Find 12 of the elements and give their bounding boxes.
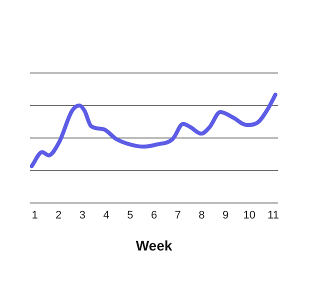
x-tick-label: 7 <box>174 210 181 222</box>
x-tick-label: 6 <box>150 210 158 222</box>
x-tick-label: 3 <box>79 210 86 222</box>
x-tick-label: 8 <box>198 210 205 222</box>
x-tick-label: 5 <box>127 210 134 222</box>
x-tick-label: 1 <box>32 210 38 222</box>
x-tick-label: 2 <box>56 210 62 222</box>
x-tick-label: 11 <box>268 210 279 222</box>
x-axis-title: Week <box>136 237 172 254</box>
x-tick-label: 10 <box>243 210 256 222</box>
x-tick-label: 9 <box>222 210 229 222</box>
x-tick-label: 4 <box>103 210 110 222</box>
